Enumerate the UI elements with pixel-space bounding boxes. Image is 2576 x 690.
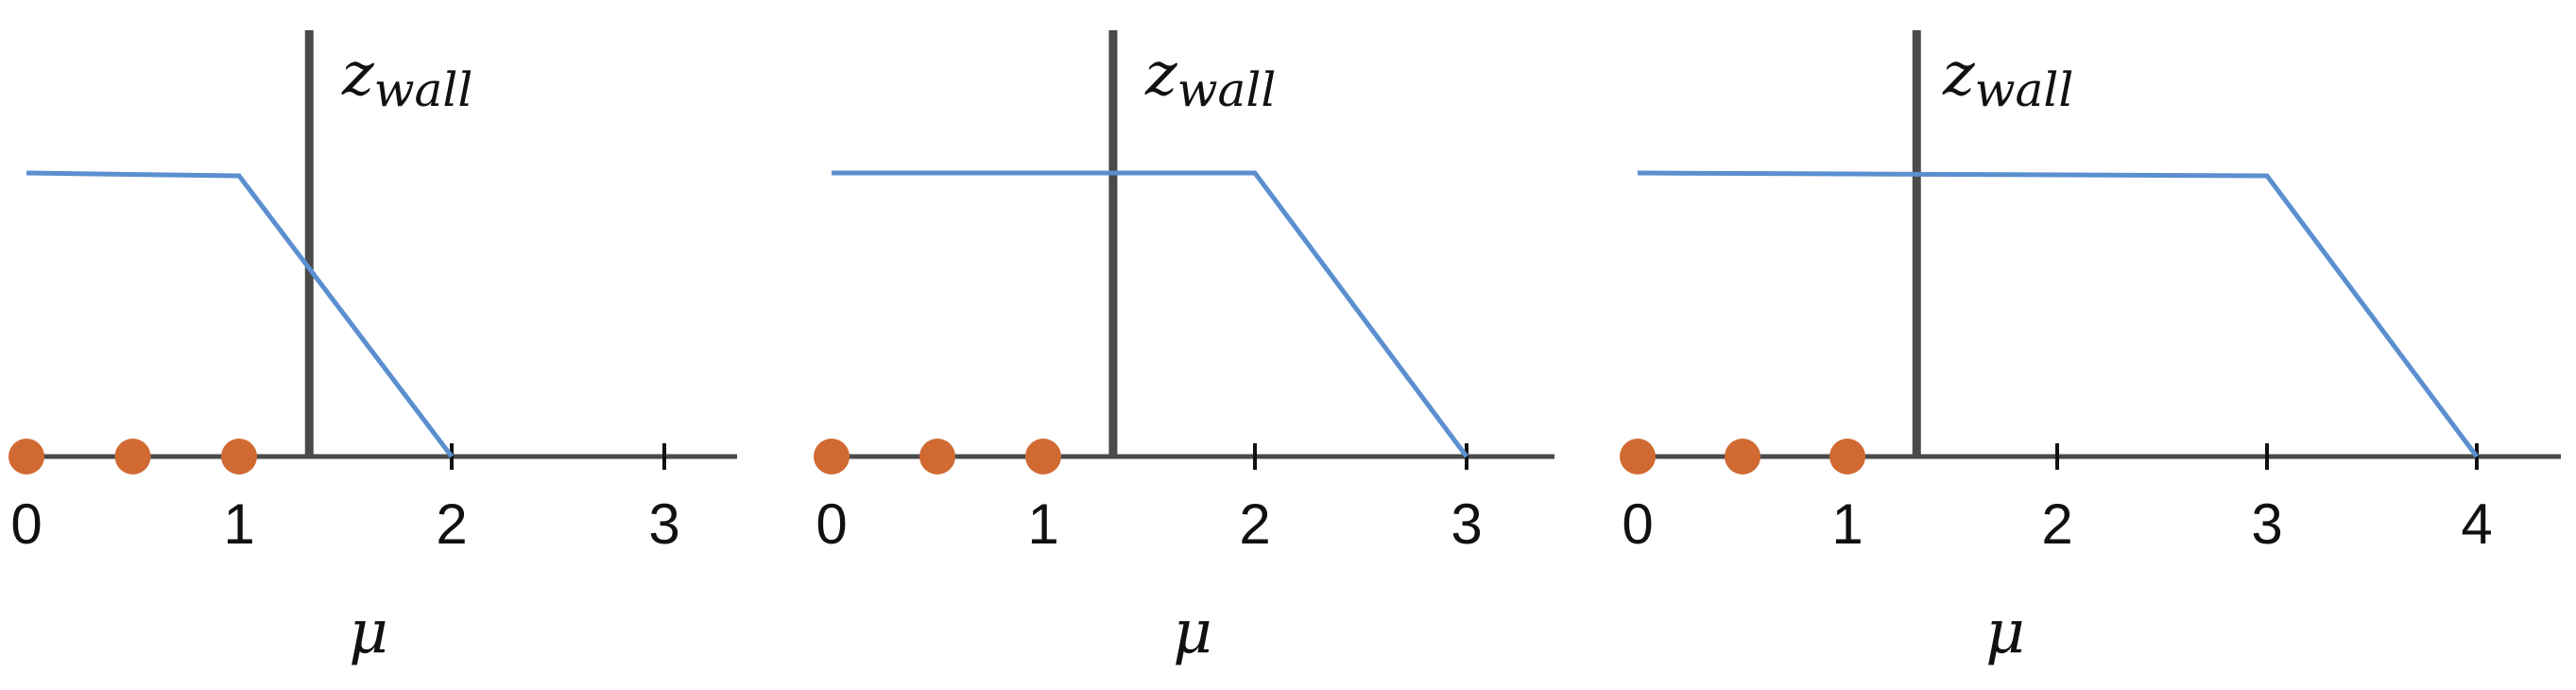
sample-point (221, 439, 257, 474)
wall-label: zwall (341, 40, 472, 117)
sample-point (1620, 439, 1656, 474)
tick-label: 0 (10, 492, 42, 556)
sample-point (1829, 439, 1865, 474)
panel-3: zwall 0 1 2 3 4 μ (1620, 30, 2561, 667)
profile-curve (1637, 170, 2480, 458)
axis-symbol: μ (1985, 597, 2025, 667)
panels: zwall 0 1 2 3 μ zwall 0 1 2 3 μ zwall 0 1 2 3 4 μ (9, 30, 2561, 667)
sample-point (114, 439, 151, 474)
wall-label: zwall (1942, 40, 2073, 117)
tick-label: 3 (648, 492, 679, 556)
tick-label: 0 (816, 492, 847, 556)
sample-point (1025, 439, 1061, 474)
profile-curve (26, 170, 454, 458)
tick-label: 4 (2461, 492, 2492, 556)
wall-label: zwall (1144, 40, 1276, 117)
tick-label: 1 (1027, 492, 1058, 556)
tick-label: 0 (1622, 492, 1653, 556)
sample-point (9, 439, 44, 474)
sample-point (814, 439, 850, 474)
panel-2: zwall 0 1 2 3 μ (814, 30, 1554, 667)
axis-symbol: μ (349, 597, 388, 667)
profile-curve (832, 170, 1469, 458)
panel-1: zwall 0 1 2 3 μ (9, 30, 737, 667)
tick-label: 3 (1451, 492, 1482, 556)
tick-label: 1 (1831, 492, 1863, 556)
tick-label: 3 (2251, 492, 2282, 556)
sample-point (919, 439, 955, 474)
sample-point (1725, 439, 1760, 474)
tick-label: 2 (436, 492, 467, 556)
tick-label: 2 (1239, 492, 1270, 556)
axis-symbol: μ (1173, 597, 1212, 667)
tick-label: 1 (223, 492, 254, 556)
tick-label: 2 (2041, 492, 2072, 556)
